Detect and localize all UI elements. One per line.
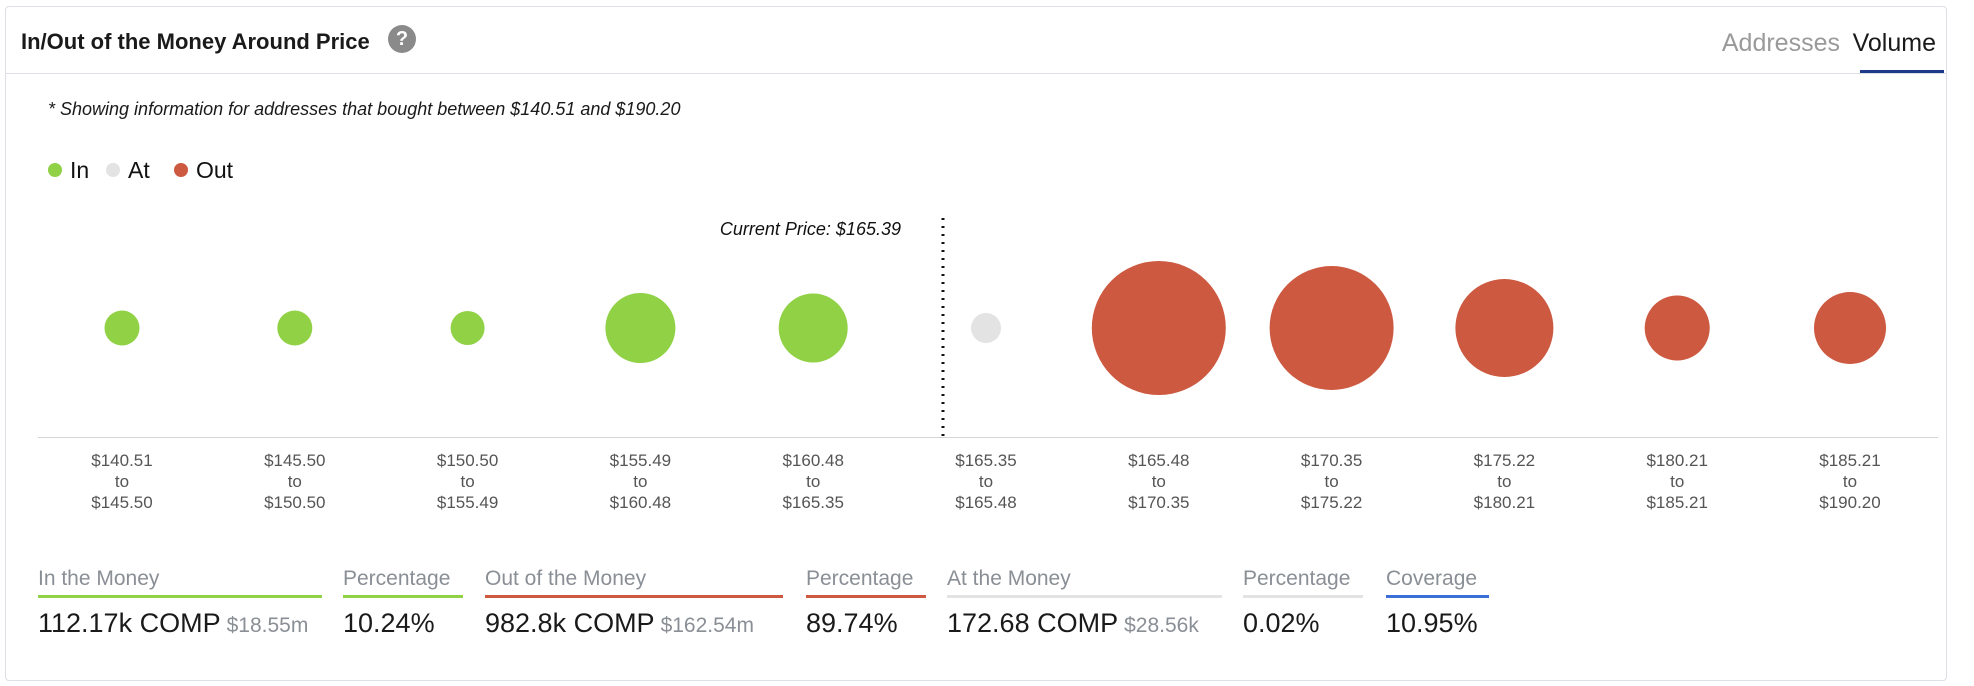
tick-label-end: $175.22: [1301, 493, 1362, 512]
legend-out-dot-icon: [174, 162, 188, 177]
stat-label: In the Money: [38, 567, 160, 590]
current-price-label: Current Price: $165.39: [720, 219, 901, 239]
stat-value: 0.02%: [1243, 608, 1320, 638]
tick-label-end: $180.21: [1474, 493, 1535, 512]
legend-item-in[interactable]: In: [48, 157, 89, 184]
view-tabs: Addresses Volume: [1636, 7, 1944, 73]
active-tab-indicator: [1860, 70, 1944, 73]
legend-in-label: In: [70, 157, 90, 183]
legend-at-dot-icon: [106, 162, 120, 177]
legend-at-label: At: [128, 157, 150, 183]
stat-percentage: Percentage 89.74%: [806, 567, 926, 639]
legend-item-at[interactable]: At: [106, 157, 150, 184]
tick-label-to: to: [461, 472, 475, 491]
bubble-in[interactable]: [450, 311, 485, 345]
tick-label-end: $165.48: [955, 493, 1016, 512]
stat-usd-value: $28.56k: [1124, 614, 1199, 637]
card-title: In/Out of the Money Around Price: [21, 29, 370, 54]
bubble-in[interactable]: [605, 293, 676, 363]
bubble-out[interactable]: [1269, 266, 1394, 390]
tick-label-from: $155.49: [610, 451, 671, 470]
tick-label-to: to: [979, 472, 993, 491]
stat-out-of-the-money: Out of the Money 982.8k COMP $162.54m: [485, 567, 783, 639]
bubble-out[interactable]: [1091, 261, 1226, 395]
chart-baseline: [38, 437, 1938, 438]
stat-underline: [806, 595, 926, 598]
tick-label-to: to: [1497, 472, 1511, 491]
tab-addresses[interactable]: Addresses: [1721, 29, 1840, 57]
tick-label-from: $150.50: [437, 451, 498, 470]
stat-usd-value: $162.54m: [660, 614, 754, 637]
tick-label-to: to: [115, 472, 129, 491]
tick-label-end: $185.21: [1646, 493, 1707, 512]
tick-label-from: $185.21: [1819, 451, 1880, 470]
tick-label-to: to: [806, 472, 820, 491]
tick-label-from: $140.51: [91, 451, 152, 470]
tick-label-end: $155.49: [437, 493, 498, 512]
help-icon[interactable]: ?: [388, 25, 416, 53]
tick-label-to: to: [1670, 472, 1684, 491]
bubble-out[interactable]: [1644, 295, 1710, 361]
stat-value: 10.24%: [343, 608, 435, 638]
stat-label: Percentage: [806, 567, 914, 590]
tick-label-from: $165.48: [1128, 451, 1189, 470]
in-out-money-card: In/Out of the Money Around Price ? Addre…: [5, 6, 1947, 681]
tick-label-end: $150.50: [264, 493, 325, 512]
stat-value: 982.8k COMP $162.54m: [485, 608, 754, 638]
tab-volume[interactable]: Volume: [1852, 29, 1936, 57]
stat-value: 172.68 COMP $28.56k: [947, 608, 1199, 638]
tick-label-to: to: [1325, 472, 1339, 491]
stat-usd-value: $18.55m: [226, 614, 309, 637]
bubble-at[interactable]: [971, 313, 1001, 343]
stat-coverage: Coverage 10.95%: [1386, 567, 1489, 639]
stat-label: At the Money: [947, 567, 1071, 590]
tick-label-end: $145.50: [91, 493, 152, 512]
tick-label-from: $165.35: [955, 451, 1016, 470]
stat-label: Percentage: [1243, 567, 1351, 590]
bubble-out[interactable]: [1455, 279, 1554, 377]
stat-value: 10.95%: [1386, 608, 1478, 638]
stat-at-the-money: At the Money 172.68 COMP $28.56k: [947, 567, 1222, 639]
bubble-out[interactable]: [1814, 292, 1886, 364]
legend-item-out[interactable]: Out: [174, 157, 233, 184]
stat-label: Out of the Money: [485, 567, 647, 590]
legend-in-dot-icon: [48, 162, 62, 177]
range-note: * Showing information for addresses that…: [48, 99, 681, 119]
tick-label-from: $180.21: [1646, 451, 1707, 470]
tick-label-from: $145.50: [264, 451, 325, 470]
stat-label: Percentage: [343, 567, 451, 590]
stat-underline: [38, 595, 322, 598]
stat-value: 112.17k COMP $18.55m: [38, 608, 309, 638]
tick-label-to: to: [633, 472, 647, 491]
stat-underline: [343, 595, 463, 598]
tick-label-from: $160.48: [782, 451, 843, 470]
legend-out-label: Out: [196, 157, 234, 183]
stat-underline: [1386, 595, 1489, 598]
stat-underline: [1243, 595, 1363, 598]
tick-label-to: to: [1152, 472, 1166, 491]
bubble-in[interactable]: [778, 293, 848, 363]
card-header: In/Out of the Money Around Price ? Addre…: [6, 7, 1946, 74]
tick-label-to: to: [288, 472, 302, 491]
stat-percentage: Percentage 0.02%: [1243, 567, 1363, 639]
tick-label-from: $175.22: [1474, 451, 1535, 470]
tick-label-end: $165.35: [782, 493, 843, 512]
tick-label-end: $160.48: [610, 493, 671, 512]
stat-label: Coverage: [1386, 567, 1478, 590]
stat-percentage: Percentage 10.24%: [343, 567, 463, 639]
tick-label-to: to: [1843, 472, 1857, 491]
tick-label-from: $170.35: [1301, 451, 1362, 470]
stat-underline: [947, 595, 1222, 598]
stat-underline: [485, 595, 783, 598]
stat-value: 89.74%: [806, 608, 898, 638]
bubble-in[interactable]: [277, 310, 313, 346]
stat-in-the-money: In the Money 112.17k COMP $18.55m: [38, 567, 322, 639]
bubble-in[interactable]: [104, 310, 140, 346]
tick-label-end: $190.20: [1819, 493, 1880, 512]
tick-label-end: $170.35: [1128, 493, 1189, 512]
